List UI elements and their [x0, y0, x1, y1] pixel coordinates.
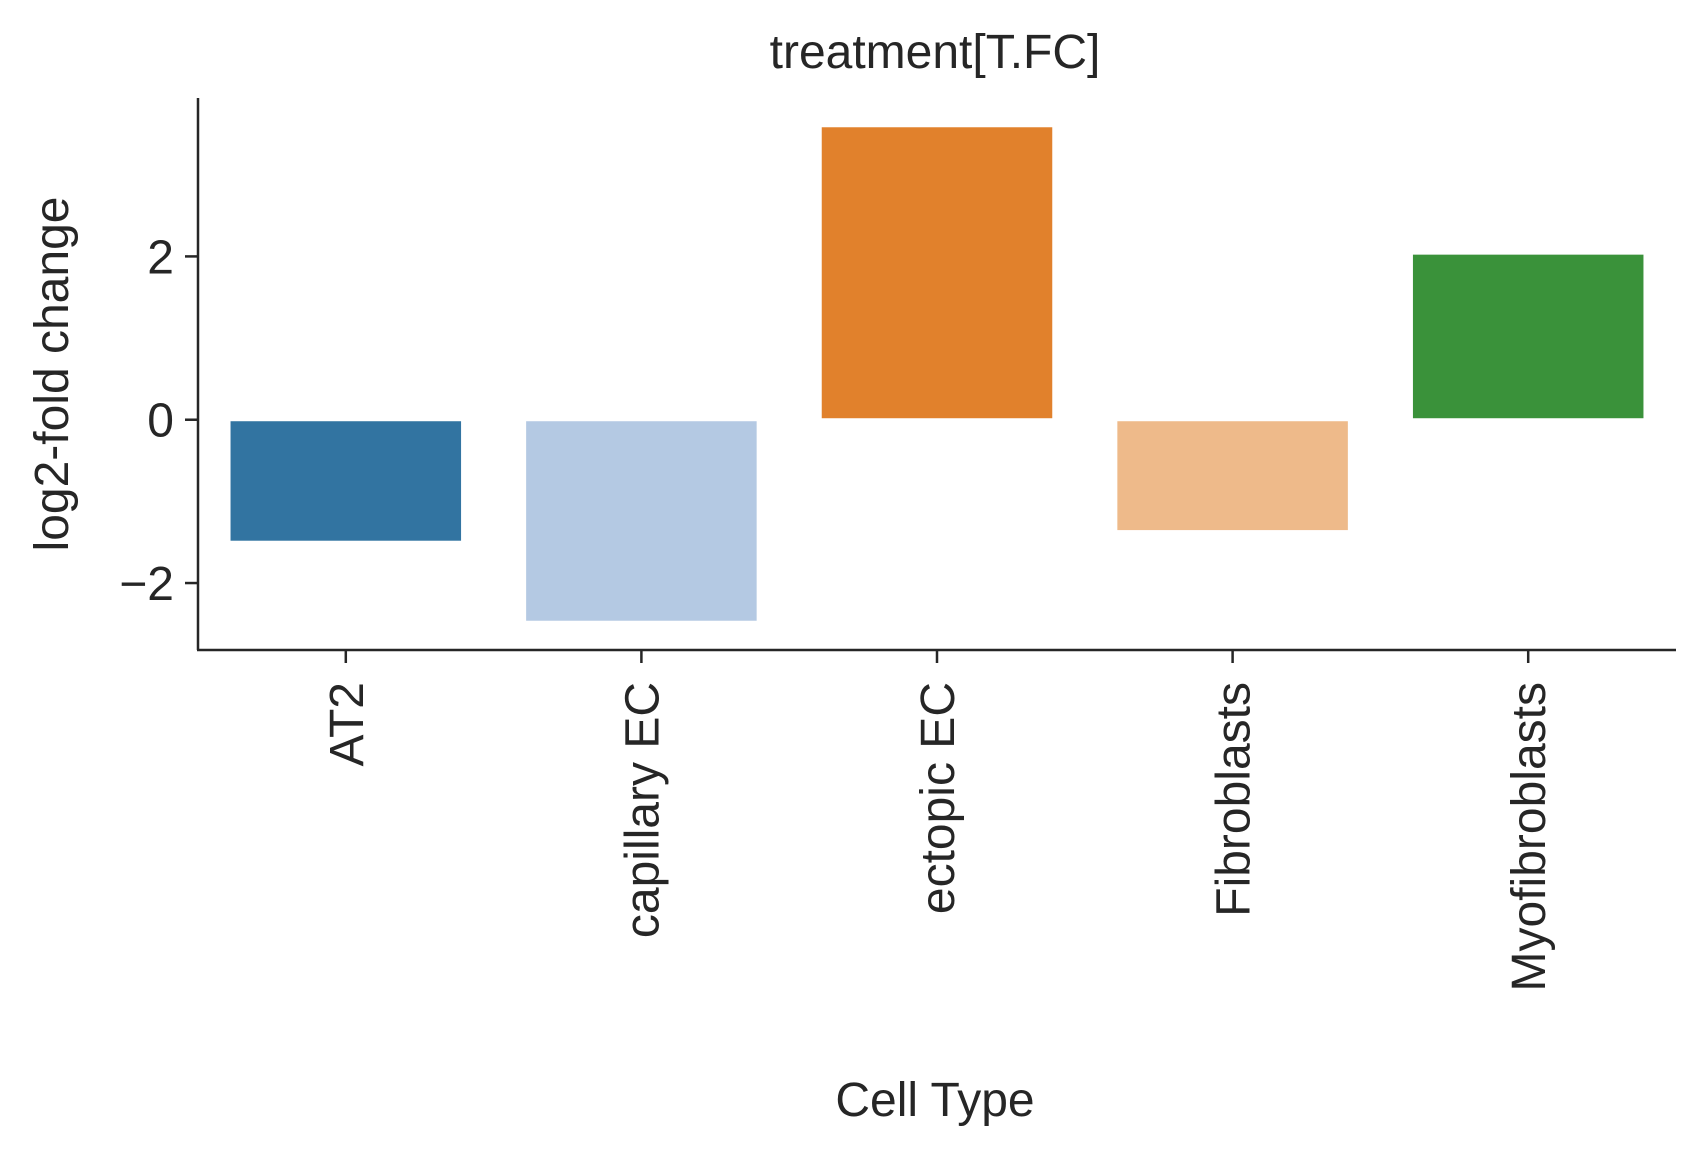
y-tick-label: −2: [119, 558, 174, 611]
x-tick-label: capillary EC: [616, 682, 669, 938]
x-tick-label: ectopic EC: [912, 682, 965, 914]
bar-fibroblasts: [1114, 418, 1351, 534]
chart-title: treatment[T.FC]: [770, 26, 1101, 79]
bar-at2: [227, 418, 465, 544]
y-tick-label: 2: [147, 231, 174, 284]
y-tick-label: 0: [147, 395, 174, 448]
y-ticks: −2 0 2: [119, 231, 198, 611]
x-tick-label: AT2: [321, 682, 374, 766]
x-axis-label: Cell Type: [835, 1074, 1034, 1127]
plot-area: −2 0 2 AT2 capillary EC ectopic EC Fibroblast…: [119, 98, 1676, 991]
bar-myofibroblasts: [1409, 251, 1647, 422]
bar-capillary-ec: [523, 418, 760, 624]
x-tick-label: Myofibroblasts: [1503, 682, 1556, 991]
x-tick-label: Fibroblasts: [1208, 682, 1261, 917]
y-axis-label: log2-fold change: [26, 197, 79, 552]
x-ticks: AT2 capillary EC ectopic EC Fibroblasts Myof…: [321, 650, 1556, 991]
bars: [227, 124, 1647, 624]
bar-ectopic-ec: [818, 124, 1056, 422]
